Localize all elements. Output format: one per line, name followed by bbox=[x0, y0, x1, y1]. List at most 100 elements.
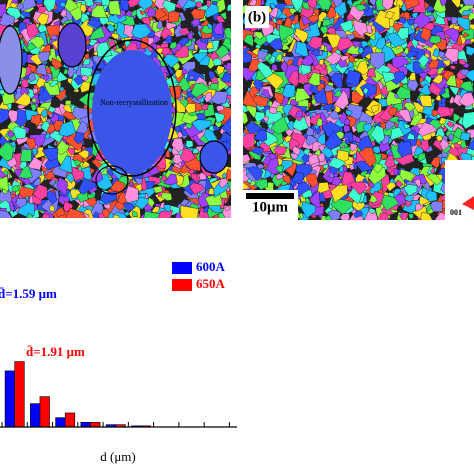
grain bbox=[326, 6, 337, 20]
grain bbox=[160, 47, 171, 56]
grain bbox=[339, 55, 349, 62]
grain bbox=[440, 97, 447, 105]
grain bbox=[101, 208, 110, 218]
grain bbox=[403, 184, 418, 197]
grain bbox=[330, 73, 343, 89]
grain bbox=[281, 84, 296, 99]
region-outline bbox=[95, 165, 129, 195]
grain bbox=[372, 9, 378, 16]
grain bbox=[417, 152, 426, 162]
annotation: d̄=1.59 μm bbox=[0, 286, 57, 301]
grain bbox=[7, 109, 18, 124]
grain bbox=[352, 19, 368, 37]
grain bbox=[395, 179, 404, 188]
grain bbox=[214, 120, 222, 128]
grain bbox=[256, 163, 266, 170]
grain bbox=[370, 52, 385, 70]
histogram: 1 2 3 4 5 6 7 8 9 10 d̄=1.59 μm d̄=1.91 μm 600A 650A bbox=[0, 259, 237, 446]
grain bbox=[281, 41, 291, 51]
grain bbox=[322, 19, 333, 27]
grain bbox=[59, 1, 66, 9]
grain bbox=[417, 54, 430, 68]
grain bbox=[162, 0, 177, 13]
grain bbox=[26, 22, 40, 39]
grain bbox=[438, 117, 447, 125]
grain bbox=[420, 212, 433, 220]
grain bbox=[324, 84, 337, 92]
x-tick-label: 3 bbox=[49, 431, 56, 446]
label-box bbox=[245, 6, 269, 28]
grain bbox=[274, 165, 285, 174]
grain bbox=[248, 0, 257, 7]
grain bbox=[308, 153, 319, 166]
grain bbox=[301, 201, 316, 219]
grain bbox=[339, 19, 353, 33]
grain bbox=[270, 116, 290, 135]
panel-label: (b) bbox=[248, 9, 266, 25]
grain bbox=[272, 145, 288, 156]
grain bbox=[50, 33, 58, 41]
grain bbox=[356, 60, 369, 76]
grain bbox=[145, 6, 157, 18]
grain bbox=[26, 212, 33, 218]
grain bbox=[447, 132, 454, 141]
grain bbox=[163, 204, 171, 212]
grain bbox=[290, 0, 304, 13]
grain bbox=[189, 18, 201, 27]
grain bbox=[134, 177, 144, 185]
grain bbox=[369, 33, 376, 41]
grain bbox=[65, 207, 87, 218]
grain bbox=[41, 147, 59, 162]
grain bbox=[397, 27, 410, 41]
grain bbox=[215, 105, 225, 112]
grain bbox=[414, 178, 421, 189]
grain bbox=[309, 111, 317, 118]
grain bbox=[398, 109, 412, 122]
x-tick-label: 2 bbox=[24, 431, 31, 446]
grain bbox=[316, 117, 323, 127]
ipf-label: 001 bbox=[450, 208, 462, 217]
grain bbox=[169, 41, 177, 50]
grain bbox=[214, 111, 226, 124]
grain bbox=[443, 27, 460, 43]
grain bbox=[38, 51, 51, 63]
grain bbox=[44, 170, 56, 181]
grain bbox=[434, 15, 446, 25]
grain bbox=[35, 0, 44, 6]
grain bbox=[330, 184, 348, 203]
grain bbox=[173, 44, 189, 59]
grain bbox=[59, 86, 65, 92]
grain bbox=[377, 211, 390, 220]
grain bbox=[18, 185, 35, 198]
grain bbox=[373, 163, 383, 174]
grain bbox=[451, 0, 461, 9]
grain bbox=[35, 63, 48, 76]
grain bbox=[20, 11, 31, 18]
grain bbox=[333, 90, 349, 110]
grain bbox=[419, 95, 433, 107]
grain bbox=[449, 65, 457, 70]
grain bbox=[215, 44, 230, 59]
grain bbox=[250, 147, 264, 156]
grain bbox=[294, 181, 311, 197]
grain bbox=[91, 4, 108, 18]
grain bbox=[327, 156, 347, 170]
grain bbox=[382, 0, 394, 11]
x-tick-label: 8 bbox=[176, 431, 183, 446]
bar bbox=[90, 422, 101, 428]
grain bbox=[83, 0, 94, 7]
x-axis-label: d (μm) bbox=[100, 449, 136, 464]
grain bbox=[384, 10, 395, 20]
grain bbox=[417, 122, 438, 137]
grain bbox=[403, 194, 414, 203]
grain bbox=[408, 72, 417, 82]
grain bbox=[192, 147, 200, 154]
grain bbox=[208, 70, 216, 80]
grain bbox=[435, 134, 443, 142]
grain bbox=[270, 2, 276, 9]
grain bbox=[409, 167, 420, 177]
grain bbox=[358, 147, 377, 168]
grain bbox=[2, 169, 9, 176]
grain bbox=[2, 188, 8, 195]
grain bbox=[136, 0, 154, 11]
